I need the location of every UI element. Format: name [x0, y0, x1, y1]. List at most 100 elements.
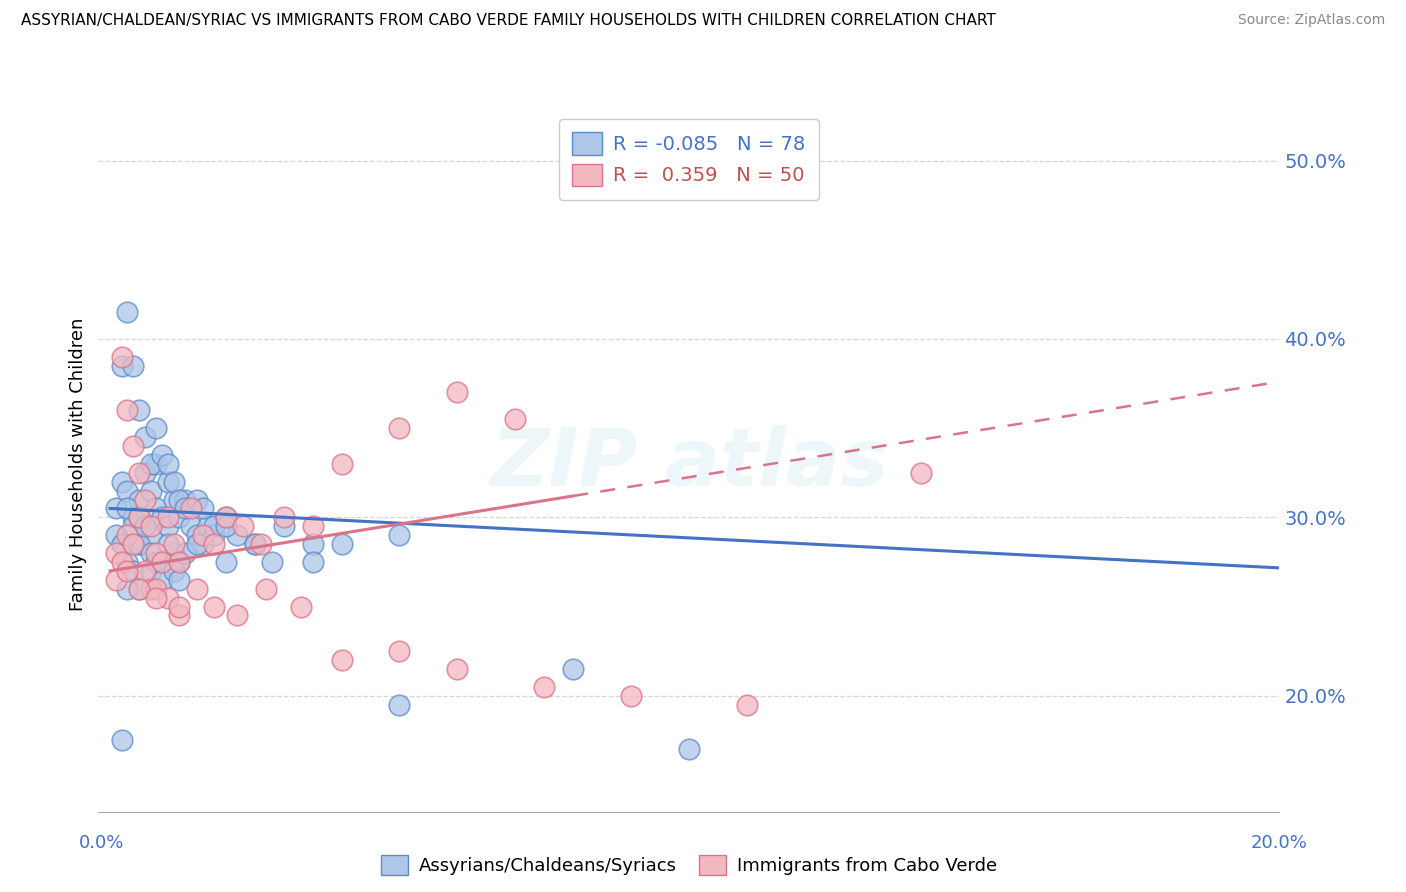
Point	[186, 492, 208, 507]
Point	[735, 698, 758, 712]
Point	[174, 492, 197, 507]
Point	[128, 510, 150, 524]
Point	[110, 537, 132, 551]
Point	[186, 537, 208, 551]
Point	[533, 680, 555, 694]
Point	[110, 359, 132, 373]
Point	[163, 564, 186, 578]
Text: ZIP atlas: ZIP atlas	[489, 425, 889, 503]
Point	[163, 475, 186, 489]
Point	[117, 555, 139, 569]
Point	[163, 492, 186, 507]
Point	[110, 733, 132, 747]
Point	[104, 546, 127, 560]
Point	[273, 510, 295, 524]
Point	[134, 519, 156, 533]
Point	[262, 555, 284, 569]
Point	[180, 501, 202, 516]
Point	[388, 528, 411, 542]
Text: 20.0%: 20.0%	[1251, 834, 1308, 852]
Point	[139, 457, 162, 471]
Point	[215, 519, 238, 533]
Point	[330, 457, 353, 471]
Point	[145, 591, 167, 605]
Point	[150, 448, 173, 462]
Point	[134, 519, 156, 533]
Point	[169, 492, 191, 507]
Point	[215, 555, 238, 569]
Point	[122, 510, 145, 524]
Point	[150, 555, 173, 569]
Point	[254, 582, 277, 596]
Point	[139, 564, 162, 578]
Point	[134, 430, 156, 444]
Point	[330, 653, 353, 667]
Legend: Assyrians/Chaldeans/Syriacs, Immigrants from Cabo Verde: Assyrians/Chaldeans/Syriacs, Immigrants …	[374, 847, 1004, 883]
Point	[117, 305, 139, 319]
Point	[128, 492, 150, 507]
Point	[128, 537, 150, 551]
Point	[503, 412, 526, 426]
Point	[169, 573, 191, 587]
Point	[301, 537, 323, 551]
Point	[139, 483, 162, 498]
Point	[186, 528, 208, 542]
Point	[202, 599, 225, 614]
Point	[197, 519, 219, 533]
Point	[122, 359, 145, 373]
Point	[128, 466, 150, 480]
Point	[186, 582, 208, 596]
Point	[117, 501, 139, 516]
Point	[156, 475, 179, 489]
Point	[249, 537, 271, 551]
Point	[330, 537, 353, 551]
Point	[446, 662, 468, 676]
Point	[139, 519, 162, 533]
Point	[215, 510, 238, 524]
Point	[122, 439, 145, 453]
Text: Source: ZipAtlas.com: Source: ZipAtlas.com	[1237, 13, 1385, 28]
Point	[145, 555, 167, 569]
Point	[191, 528, 214, 542]
Point	[191, 501, 214, 516]
Point	[128, 510, 150, 524]
Point	[169, 608, 191, 623]
Point	[202, 528, 225, 542]
Point	[910, 466, 932, 480]
Point	[562, 662, 585, 676]
Point	[202, 537, 225, 551]
Point	[174, 501, 197, 516]
Point	[169, 555, 191, 569]
Point	[128, 537, 150, 551]
Point	[678, 742, 700, 756]
Point	[139, 582, 162, 596]
Point	[134, 466, 156, 480]
Point	[156, 457, 179, 471]
Point	[117, 483, 139, 498]
Point	[388, 644, 411, 658]
Point	[122, 537, 145, 551]
Point	[215, 510, 238, 524]
Point	[134, 492, 156, 507]
Point	[145, 457, 167, 471]
Text: ASSYRIAN/CHALDEAN/SYRIAC VS IMMIGRANTS FROM CABO VERDE FAMILY HOUSEHOLDS WITH CH: ASSYRIAN/CHALDEAN/SYRIAC VS IMMIGRANTS F…	[21, 13, 995, 29]
Y-axis label: Family Households with Children: Family Households with Children	[69, 318, 87, 610]
Point	[110, 555, 132, 569]
Point	[273, 519, 295, 533]
Point	[122, 519, 145, 533]
Point	[150, 573, 173, 587]
Point	[163, 537, 186, 551]
Point	[388, 698, 411, 712]
Point	[232, 519, 254, 533]
Point	[301, 519, 323, 533]
Point	[145, 582, 167, 596]
Point	[180, 519, 202, 533]
Point	[104, 501, 127, 516]
Point	[117, 528, 139, 542]
Text: 0.0%: 0.0%	[79, 834, 124, 852]
Point	[156, 510, 179, 524]
Point	[104, 528, 127, 542]
Point	[169, 510, 191, 524]
Point	[202, 519, 225, 533]
Point	[104, 573, 127, 587]
